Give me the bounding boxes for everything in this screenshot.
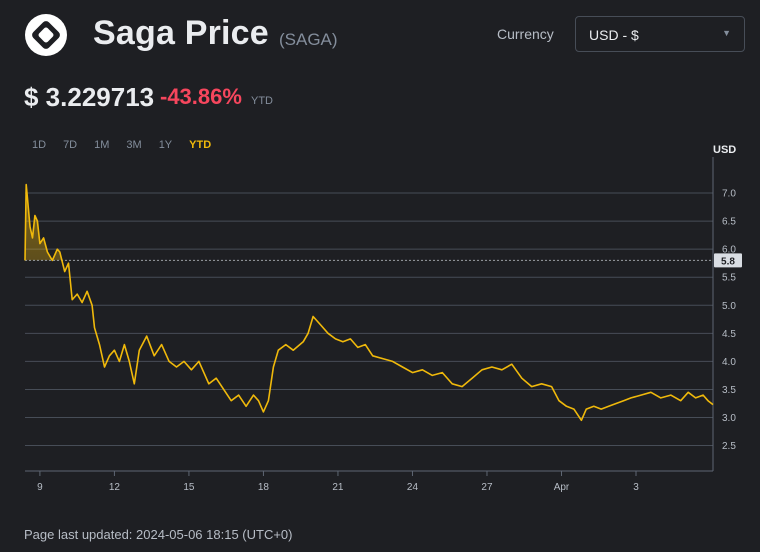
y-tick-label: 6.5 [722, 217, 736, 228]
x-tick-label: 15 [183, 482, 195, 493]
currency-select[interactable]: USD - $ ▼ [575, 16, 745, 52]
y-tick-label: 4.5 [722, 329, 736, 340]
x-tick-label: 27 [481, 482, 493, 493]
y-tick-label: 2.5 [722, 441, 736, 452]
change-period: YTD [251, 95, 273, 107]
x-tick-label: 18 [258, 482, 270, 493]
currency-label: Currency [497, 26, 554, 42]
y-tick-label: 4.0 [722, 357, 736, 368]
saga-logo-icon [25, 14, 67, 56]
current-price: $ 3.229713 [24, 82, 155, 112]
token-symbol: (SAGA) [279, 30, 338, 49]
y-tick-label: 7.0 [722, 189, 736, 200]
tab-3m[interactable]: 3M [126, 139, 142, 151]
y-tick-label: 6.0 [722, 245, 736, 256]
tab-ytd[interactable]: YTD [189, 139, 212, 151]
y-tick-label: 5.0 [722, 301, 736, 312]
chevron-down-icon: ▼ [722, 28, 731, 38]
x-tick-label: 12 [109, 482, 121, 493]
x-tick-label: 24 [407, 482, 419, 493]
time-range-tabs: 1D 7D 1M 3M 1Y YTD [32, 139, 228, 151]
reference-label-box [714, 253, 742, 268]
series-area-fill [25, 184, 62, 261]
y-tick-label: 5.5 [722, 273, 736, 284]
tab-1d[interactable]: 1D [32, 139, 47, 151]
y-axis-unit: USD [713, 144, 737, 156]
y-tick-label: 3.0 [722, 413, 736, 424]
tab-1m[interactable]: 1M [94, 139, 110, 151]
currency-value: USD - $ [589, 27, 639, 43]
x-tick-label: 3 [633, 482, 639, 493]
last-updated: Page last updated: 2024-05-06 18:15 (UTC… [24, 527, 293, 542]
x-tick-label: 21 [332, 482, 344, 493]
price-change: -43.86% [160, 84, 242, 109]
x-tick-label: Apr [554, 482, 570, 493]
tab-1y[interactable]: 1Y [158, 139, 173, 151]
reference-label: 5.8 [721, 256, 735, 267]
y-tick-label: 3.5 [722, 385, 736, 396]
x-tick-label: 9 [37, 482, 43, 493]
tab-7d[interactable]: 7D [63, 139, 78, 151]
page-title: Saga Price [93, 14, 269, 52]
series-line [24, 183, 714, 422]
